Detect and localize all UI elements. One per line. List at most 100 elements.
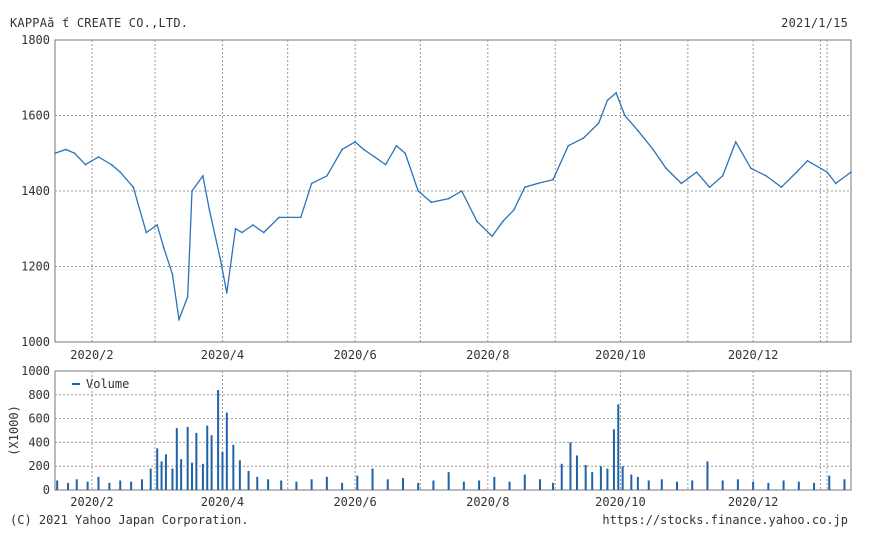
volume-legend-label: Volume — [86, 377, 129, 391]
volume-bar — [736, 479, 739, 490]
source-url-link[interactable]: https://stocks.finance.yahoo.co.jp — [602, 513, 848, 527]
volume-bar — [621, 466, 624, 490]
volume-bar — [175, 428, 178, 490]
volume-bar — [201, 463, 204, 490]
volume-bar — [767, 482, 770, 490]
price-point — [156, 224, 159, 226]
volume-bar — [478, 480, 481, 490]
volume-bar — [75, 479, 78, 490]
price-point — [341, 148, 343, 151]
volume-bar — [706, 461, 709, 490]
volume-bar — [493, 476, 496, 490]
volume-bar — [523, 474, 526, 490]
volume-bar — [752, 481, 755, 490]
volume-bar — [160, 461, 163, 490]
volume-bar — [797, 481, 800, 490]
volume-bar — [538, 479, 541, 490]
price-point — [202, 175, 204, 177]
volume-ylabel: (X1000) — [7, 405, 21, 456]
price-point — [186, 295, 189, 298]
price-point — [110, 163, 113, 166]
volume-bar — [97, 476, 100, 490]
price-point — [806, 160, 809, 162]
price-ytick-label: 1000 — [21, 335, 50, 349]
price-point — [734, 141, 737, 143]
volume-bar — [647, 480, 650, 490]
price-point — [384, 163, 387, 166]
volume-bar — [217, 390, 220, 490]
price-point — [680, 182, 683, 185]
volume-bar — [140, 479, 143, 490]
volume-bar — [247, 470, 250, 490]
volume-bar — [636, 476, 639, 490]
price-point — [652, 148, 654, 151]
price-point — [208, 209, 211, 211]
volume-bar — [606, 468, 609, 490]
price-point — [252, 224, 254, 226]
volume-bar — [599, 466, 602, 490]
volume-bar — [310, 479, 313, 490]
price-point — [523, 186, 526, 189]
volume-bar — [660, 479, 663, 490]
volume-bar — [325, 476, 328, 490]
volume-bar — [67, 482, 70, 490]
volume-bar — [828, 475, 831, 490]
price-point — [708, 186, 711, 189]
price-point — [191, 190, 193, 192]
price-point — [97, 156, 100, 158]
price-point — [721, 175, 724, 177]
price-point — [417, 190, 420, 192]
price-point — [278, 216, 280, 219]
price-point — [447, 197, 450, 200]
volume-bar — [119, 480, 122, 490]
volume-bar — [591, 472, 594, 490]
price-ytick-label: 1400 — [21, 184, 50, 198]
price-point — [132, 186, 135, 189]
volume-bar — [108, 482, 111, 490]
volume-bar — [630, 474, 633, 490]
price-point — [219, 258, 222, 260]
volume-xtick-label: 2020/8 — [466, 495, 509, 509]
price-point — [695, 171, 698, 173]
price-xtick-label: 2020/10 — [595, 348, 646, 362]
volume-frame — [54, 370, 852, 491]
volume-ytick-label: 800 — [28, 388, 50, 402]
volume-bar — [676, 481, 679, 490]
volume-bar — [267, 479, 270, 490]
volume-bar — [552, 482, 555, 490]
volume-xtick-label: 2020/12 — [728, 495, 779, 509]
volume-bar — [447, 472, 450, 490]
volume-bar — [171, 468, 174, 490]
price-point — [537, 182, 539, 185]
volume-bar — [156, 448, 159, 490]
price-point — [826, 171, 828, 173]
price-point — [795, 171, 798, 173]
price-point — [567, 144, 570, 147]
volume-bar — [280, 480, 283, 490]
volume-bar — [813, 482, 816, 490]
volume-bar — [210, 435, 213, 490]
price-point — [491, 235, 493, 238]
price-point — [119, 171, 122, 173]
volume-bar — [617, 404, 620, 490]
chart-date: 2021/1/15 — [781, 16, 848, 30]
volume-bar — [191, 462, 194, 490]
price-point — [226, 292, 228, 294]
price-point — [502, 220, 504, 222]
price-xtick-label: 2020/8 — [466, 348, 509, 362]
volume-bar — [86, 481, 89, 490]
volume-bar — [130, 481, 133, 490]
volume-bar — [195, 432, 198, 490]
price-point — [850, 171, 852, 173]
volume-bar — [371, 468, 374, 490]
price-point — [552, 178, 554, 181]
price-point — [354, 141, 356, 143]
volume-xtick-label: 2020/2 — [70, 495, 113, 509]
volume-ytick-label: 200 — [28, 459, 50, 473]
price-point — [145, 231, 148, 234]
volume-bar — [238, 460, 241, 490]
volume-bar — [560, 463, 563, 490]
price-point — [582, 137, 585, 139]
price-point — [780, 186, 783, 189]
price-point — [404, 152, 406, 155]
